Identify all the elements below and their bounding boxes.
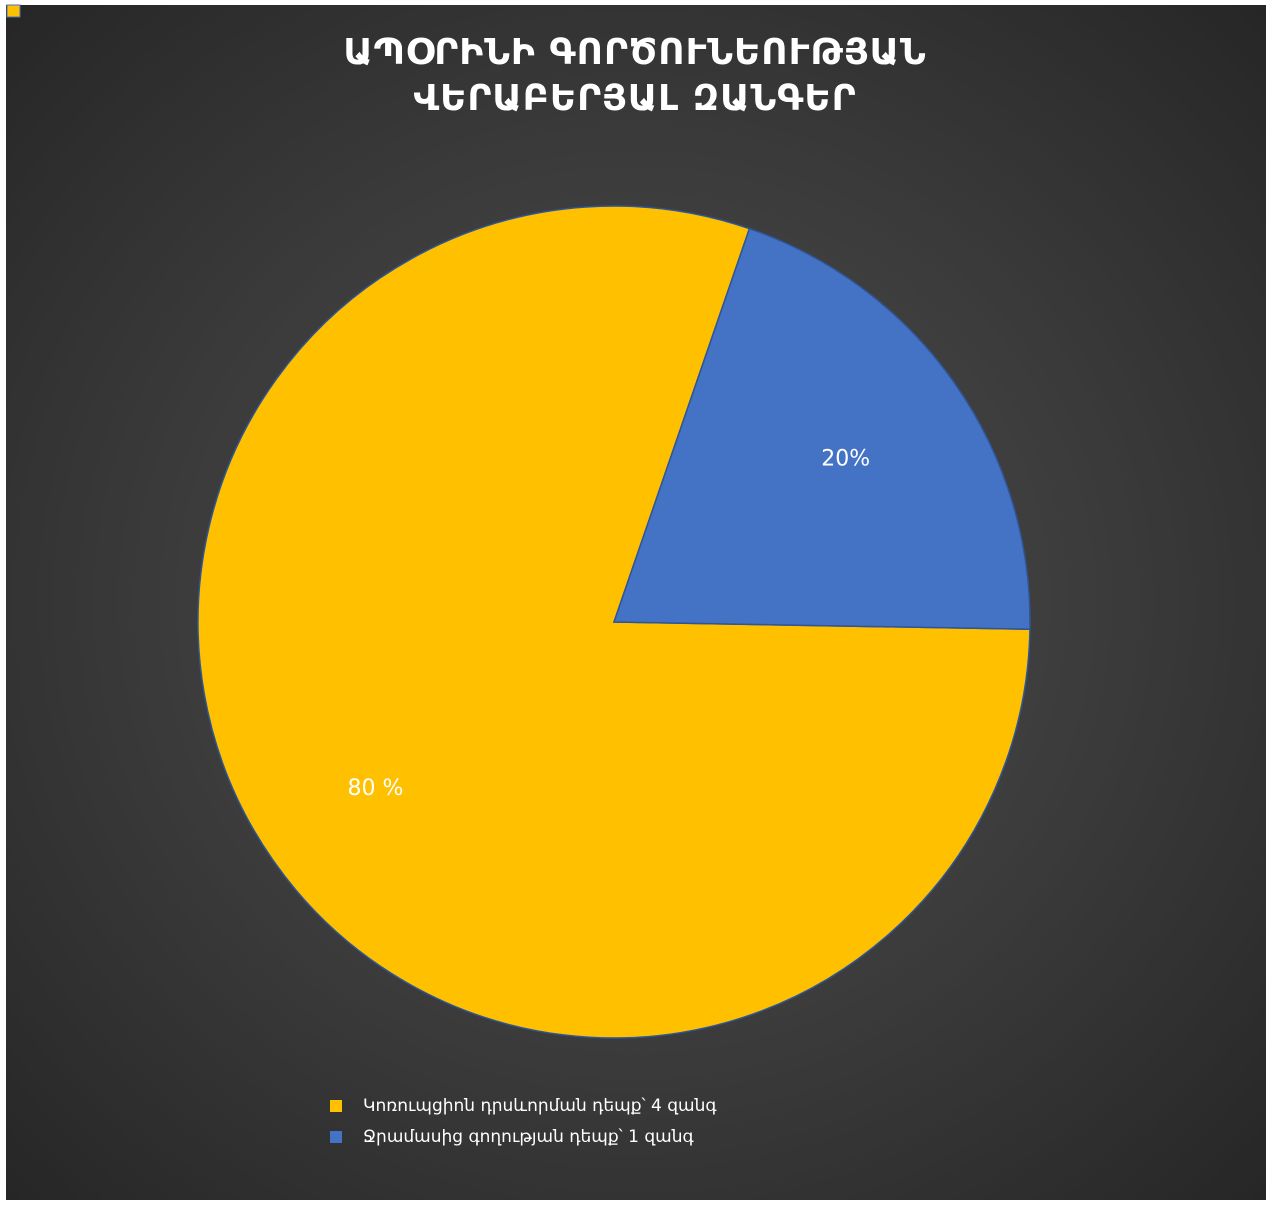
legend-label: Ջրամասից գողության դեպք՝ 1 զանգ — [363, 1127, 694, 1147]
corner-handle — [6, 4, 21, 18]
legend-label: Կոռուպցիոն դրսևորման դեպք՝ 4 զանգ — [363, 1096, 717, 1116]
data-label: 20% — [821, 447, 870, 472]
pie-slice — [612, 227, 1031, 631]
legend: Կոռուպցիոն դրսևորման դեպք՝ 4 զանգ Ջրամասի… — [330, 1096, 717, 1147]
data-label: 80 % — [348, 776, 404, 801]
legend-swatch — [330, 1131, 342, 1143]
legend-swatch — [330, 1100, 342, 1112]
chart-title: ԱՊՕՐԻՆԻ ԳՈՐԾՈՒՆԵՈՒԹՅԱՆ ՎԵՐԱԲԵՐՅԱԼ ԶԱՆԳԵՐ — [343, 32, 927, 119]
pie: 80 % 20% — [197, 205, 1031, 1039]
